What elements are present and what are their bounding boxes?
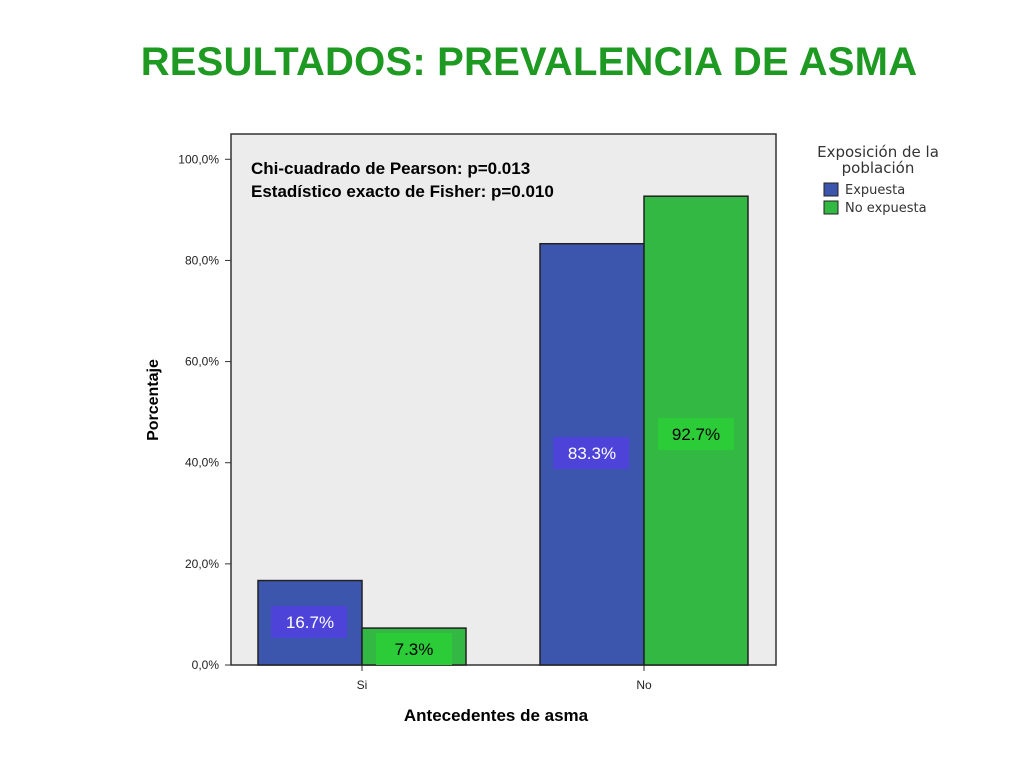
- x-tick-label: No: [636, 678, 652, 692]
- data-label: 7.3%: [395, 640, 434, 659]
- y-tick-label: 80,0%: [185, 253, 219, 267]
- y-tick-label: 20,0%: [185, 557, 219, 571]
- x-axis-title: Antecedentes de asma: [404, 706, 589, 725]
- x-tick-label: Si: [357, 678, 368, 692]
- stat-annotation: Estadístico exacto de Fisher: p=0.010: [251, 182, 554, 201]
- y-tick-label: 60,0%: [185, 355, 219, 369]
- data-label: 92.7%: [672, 425, 720, 444]
- legend-label: No expuesta: [845, 201, 927, 216]
- data-label-box: [553, 437, 629, 469]
- y-tick-label: 40,0%: [185, 456, 219, 470]
- data-label: 83.3%: [568, 444, 616, 463]
- legend-label: Expuesta: [845, 183, 905, 198]
- y-tick-label: 0,0%: [192, 658, 220, 672]
- legend-title: Exposición de la: [817, 143, 939, 161]
- data-label-box: [271, 606, 347, 638]
- stat-annotation: Chi-cuadrado de Pearson: p=0.013: [251, 159, 530, 178]
- data-label-box: [658, 418, 734, 450]
- slide-title: RESULTADOS: PREVALENCIA DE ASMA: [140, 40, 918, 84]
- data-label: 16.7%: [286, 613, 334, 632]
- y-axis-title: Porcentaje: [145, 359, 162, 441]
- data-label-box: [376, 633, 452, 665]
- y-tick-label: 100,0%: [178, 152, 219, 166]
- legend-title: población: [842, 159, 915, 177]
- legend-swatch: [823, 200, 839, 215]
- legend-swatch: [823, 182, 839, 197]
